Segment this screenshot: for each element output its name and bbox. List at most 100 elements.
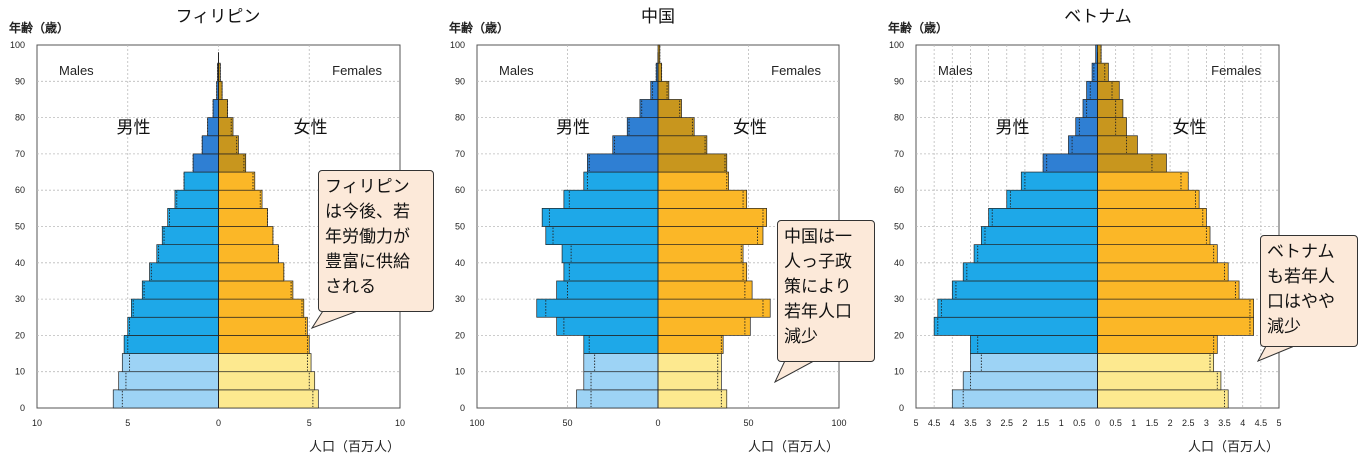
male-bar bbox=[161, 226, 219, 245]
y-tick-label: 40 bbox=[455, 258, 465, 268]
male-bar bbox=[156, 244, 219, 264]
y-axis-label: 年齢（歳） bbox=[449, 20, 509, 35]
female-bar bbox=[657, 226, 764, 245]
male-bar bbox=[583, 353, 659, 373]
y-tick-label: 80 bbox=[894, 113, 904, 123]
y-tick-label: 90 bbox=[894, 76, 904, 86]
female-bar bbox=[657, 208, 767, 227]
female-bar bbox=[218, 99, 228, 118]
x-tick-label: 2.5 bbox=[1182, 418, 1195, 428]
female-bar bbox=[1097, 280, 1240, 300]
y-tick-label: 0 bbox=[899, 403, 904, 413]
female-bar bbox=[218, 262, 285, 282]
female-bar bbox=[218, 389, 319, 409]
male-bar bbox=[174, 189, 219, 209]
male-bar bbox=[207, 117, 219, 137]
male-bar bbox=[980, 226, 1098, 245]
male-bar bbox=[192, 153, 219, 173]
female-bar bbox=[657, 80, 670, 100]
female-bar bbox=[1097, 316, 1254, 336]
y-tick-label: 0 bbox=[20, 403, 25, 413]
male-bar bbox=[988, 208, 1098, 227]
y-tick-label: 10 bbox=[455, 367, 465, 377]
male-bar bbox=[563, 189, 659, 209]
female-bar bbox=[218, 153, 247, 173]
female-bar bbox=[218, 371, 316, 391]
x-tick-label: 1.5 bbox=[1146, 418, 1159, 428]
male-bar bbox=[951, 280, 1098, 300]
males-label: Males bbox=[59, 63, 94, 78]
y-tick-label: 90 bbox=[15, 76, 25, 86]
y-tick-label: 70 bbox=[894, 149, 904, 159]
x-tick-label: 5 bbox=[1276, 418, 1281, 428]
female-label: 女性 bbox=[1173, 118, 1207, 138]
x-tick-label: 0.5 bbox=[1073, 418, 1086, 428]
female-bar bbox=[1097, 389, 1229, 409]
x-tick-label: 100 bbox=[831, 418, 846, 428]
y-axis-label: 年齢（歳） bbox=[888, 20, 948, 35]
female-bar bbox=[657, 153, 728, 173]
male-bar bbox=[201, 135, 219, 155]
female-bar bbox=[218, 189, 263, 209]
male-bar bbox=[1042, 153, 1098, 173]
male-bar bbox=[1006, 189, 1098, 209]
female-bar bbox=[657, 335, 724, 354]
x-tick-label: 1.5 bbox=[1037, 418, 1050, 428]
y-tick-label: 20 bbox=[455, 330, 465, 340]
male-bar bbox=[937, 298, 1098, 318]
females-label: Females bbox=[771, 63, 821, 78]
male-bar bbox=[1082, 99, 1098, 118]
female-bar bbox=[218, 316, 308, 336]
male-bar bbox=[962, 262, 1098, 282]
females-label: Females bbox=[332, 63, 382, 78]
female-bar bbox=[657, 135, 708, 155]
x-tick-label: 2 bbox=[1168, 418, 1173, 428]
male-label: 男性 bbox=[996, 118, 1030, 138]
female-bar bbox=[1097, 99, 1124, 118]
male-bar bbox=[951, 389, 1098, 409]
female-bar bbox=[657, 371, 722, 391]
male-bar bbox=[556, 280, 659, 300]
y-tick-label: 60 bbox=[15, 185, 25, 195]
male-bar bbox=[556, 316, 659, 336]
males-label: Males bbox=[938, 63, 973, 78]
x-tick-label: 1 bbox=[1059, 418, 1064, 428]
x-tick-label: 5 bbox=[913, 418, 918, 428]
male-bar bbox=[561, 244, 659, 264]
male-bar bbox=[536, 298, 659, 318]
female-label: 女性 bbox=[733, 118, 767, 138]
chart-title: 中国 bbox=[641, 7, 675, 27]
female-bar bbox=[657, 62, 662, 82]
y-tick-label: 50 bbox=[455, 222, 465, 232]
y-tick-label: 10 bbox=[894, 367, 904, 377]
y-tick-label: 70 bbox=[455, 149, 465, 159]
female-bar bbox=[218, 244, 279, 264]
x-tick-label: 50 bbox=[562, 418, 572, 428]
chart-title: フィリピン bbox=[176, 7, 261, 27]
callout-philippines: フィリピン は今後、若 年労働力が 豊富に供給 される bbox=[318, 170, 434, 312]
female-bar bbox=[1097, 171, 1189, 191]
male-bar bbox=[118, 371, 219, 391]
y-tick-label: 50 bbox=[15, 222, 25, 232]
male-bar bbox=[131, 298, 219, 318]
x-tick-label: 4.5 bbox=[928, 418, 941, 428]
y-tick-label: 100 bbox=[889, 40, 904, 50]
x-tick-label: 4 bbox=[950, 418, 955, 428]
male-bar bbox=[545, 226, 659, 245]
female-bar bbox=[1097, 189, 1200, 209]
male-bar bbox=[183, 171, 219, 191]
male-bar bbox=[1091, 62, 1098, 82]
female-bar bbox=[657, 244, 744, 264]
y-tick-label: 20 bbox=[894, 330, 904, 340]
female-bar bbox=[1097, 80, 1120, 100]
female-bar bbox=[218, 226, 274, 245]
male-bar bbox=[112, 389, 219, 409]
female-bar bbox=[1097, 262, 1229, 282]
y-tick-label: 10 bbox=[15, 367, 25, 377]
y-tick-label: 100 bbox=[10, 40, 25, 50]
x-tick-label: 4 bbox=[1240, 418, 1245, 428]
x-tick-label: 5 bbox=[307, 418, 312, 428]
y-tick-label: 20 bbox=[15, 330, 25, 340]
